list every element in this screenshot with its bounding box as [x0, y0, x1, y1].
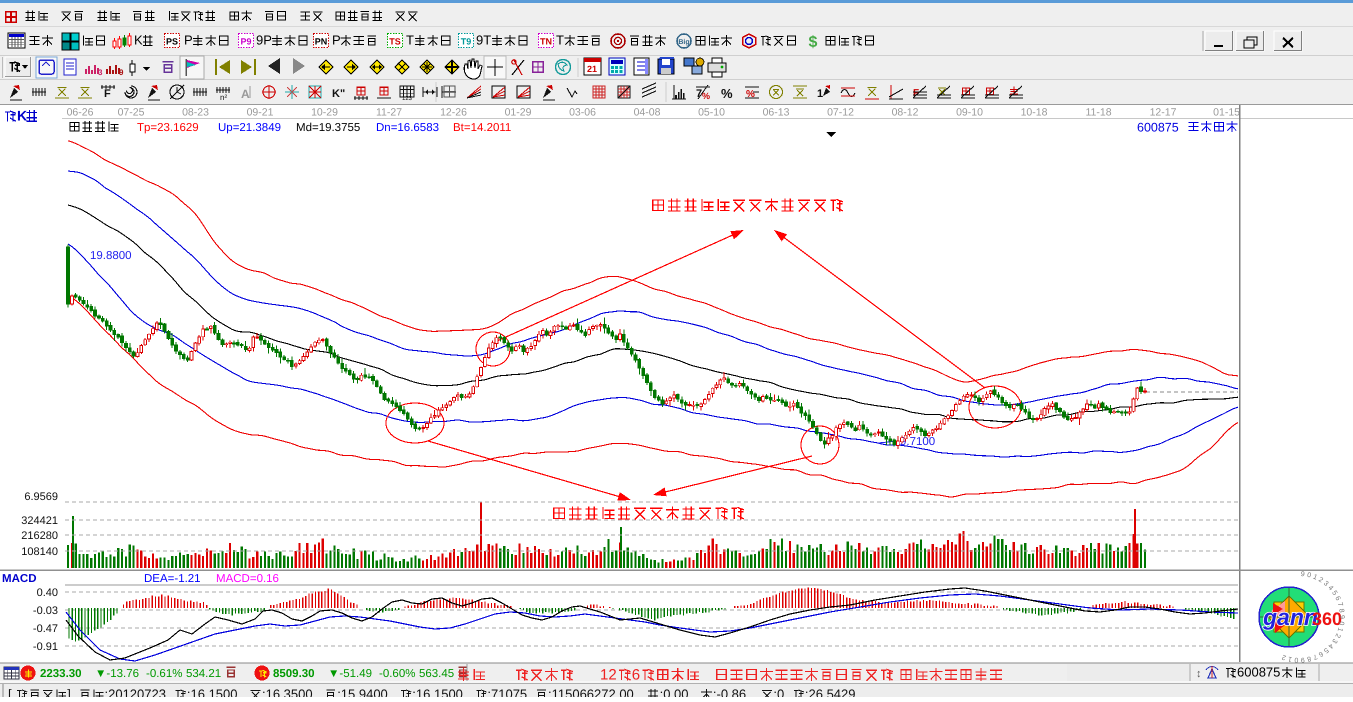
svg-text:06-26: 06-26	[67, 107, 94, 119]
svg-text::16.1500: :16.1500	[412, 687, 463, 697]
svg-text:9: 9	[1300, 571, 1305, 578]
svg-text:06-13: 06-13	[763, 107, 790, 119]
svg-text:MACD=0.16: MACD=0.16	[216, 573, 279, 585]
svg-text::71075: :71075	[487, 687, 527, 697]
svg-text:05-10: 05-10	[698, 107, 725, 119]
svg-text:3: 3	[98, 68, 103, 77]
svg-text:T: T	[556, 33, 564, 48]
svg-text:600875: 600875	[1237, 665, 1280, 680]
svg-text::15.9400: :15.9400	[337, 687, 388, 697]
svg-text:0: 0	[1294, 656, 1298, 663]
svg-text::115066272.00: :115066272.00	[548, 687, 634, 697]
svg-text:534.21: 534.21	[186, 668, 221, 680]
svg-text:Up=21.3849: Up=21.3849	[218, 122, 281, 134]
svg-text:9: 9	[119, 68, 124, 77]
svg-text:9: 9	[1300, 656, 1305, 663]
svg-text::16.1500: :16.1500	[187, 687, 238, 697]
svg-text:324421: 324421	[21, 515, 58, 527]
svg-text:Md=19.3755: Md=19.3755	[296, 122, 360, 134]
svg-text::20120723: :20120723	[105, 687, 166, 697]
svg-text:Tp=23.1629: Tp=23.1629	[137, 122, 199, 134]
svg-text:8509.30: 8509.30	[273, 668, 315, 680]
svg-text:04-08: 04-08	[634, 107, 661, 119]
svg-text:08-23: 08-23	[182, 107, 209, 119]
svg-text:T: T	[406, 33, 414, 48]
svg-text:$: $	[809, 34, 818, 51]
svg-text:9T: 9T	[476, 33, 491, 48]
svg-text:Big: Big	[678, 38, 689, 46]
svg-text::0: :0	[773, 687, 784, 697]
svg-text:1: 1	[817, 88, 823, 100]
svg-text:DEA=-1.21: DEA=-1.21	[144, 573, 201, 585]
svg-text:9: 9	[1338, 615, 1345, 619]
svg-text:▼-13.76: ▼-13.76	[95, 668, 139, 680]
svg-text:12-26: 12-26	[440, 107, 467, 119]
svg-text:01-29: 01-29	[505, 107, 532, 119]
svg-text:↕: ↕	[1196, 668, 1202, 680]
svg-text:6: 6	[632, 666, 640, 683]
svg-text::0.00: :0.00	[660, 687, 689, 697]
svg-text:Bt=14.2011: Bt=14.2011	[453, 122, 511, 134]
svg-text:-0.03: -0.03	[33, 605, 58, 617]
svg-text:K: K	[134, 33, 143, 48]
svg-text:07-12: 07-12	[827, 107, 854, 119]
svg-text:-0.91: -0.91	[33, 641, 58, 653]
svg-text:TN: TN	[540, 37, 552, 47]
svg-text:11-27: 11-27	[376, 107, 402, 119]
svg-text:MACD: MACD	[2, 573, 37, 585]
svg-text:10-29: 10-29	[311, 107, 338, 119]
svg-text:n²: n²	[220, 93, 227, 102]
svg-text:07-25: 07-25	[118, 107, 145, 119]
svg-text:6.9569: 6.9569	[24, 491, 58, 503]
svg-text:08-12: 08-12	[892, 107, 919, 119]
svg-text:PN: PN	[315, 37, 328, 47]
svg-text:563.45: 563.45	[419, 668, 454, 680]
svg-text:-0.47: -0.47	[33, 623, 58, 635]
svg-text:21: 21	[587, 64, 597, 74]
svg-text:-0.61%: -0.61%	[146, 668, 182, 680]
svg-text:]: ]	[67, 687, 71, 697]
svg-text:A: A	[241, 87, 250, 101]
svg-text:T9: T9	[461, 37, 472, 47]
svg-text:%: %	[721, 86, 733, 101]
svg-text:P: P	[332, 33, 341, 48]
svg-text:9P: 9P	[256, 33, 272, 48]
svg-text:F: F	[104, 88, 111, 100]
svg-text:09-21: 09-21	[247, 107, 274, 119]
svg-text:gann: gann	[1262, 604, 1318, 630]
svg-text:▼-51.49: ▼-51.49	[328, 668, 372, 680]
svg-text:K: K	[17, 108, 27, 124]
svg-text::16.3500: :16.3500	[262, 687, 313, 697]
svg-text:[: [	[8, 687, 12, 697]
svg-text:09-10: 09-10	[956, 107, 983, 119]
svg-text:19.8800: 19.8800	[90, 250, 132, 262]
svg-text:2233.30: 2233.30	[40, 668, 82, 680]
svg-text:10-18: 10-18	[1021, 107, 1048, 119]
svg-text:PS: PS	[166, 37, 178, 47]
svg-text:12: 12	[600, 666, 617, 683]
svg-text:01-15: 01-15	[1213, 107, 1240, 119]
svg-text::-0.86: :-0.86	[713, 687, 746, 697]
svg-text:TS: TS	[389, 37, 401, 47]
svg-text:0.40: 0.40	[37, 587, 58, 599]
svg-text:Dn=16.6583: Dn=16.6583	[376, 122, 439, 134]
svg-text:216280: 216280	[21, 530, 58, 542]
svg-text:12-17: 12-17	[1150, 107, 1177, 119]
svg-text:11-18: 11-18	[1085, 107, 1111, 119]
svg-text:K": K"	[332, 88, 345, 100]
svg-text:108140: 108140	[21, 546, 58, 558]
svg-text:P: P	[184, 33, 193, 48]
svg-text:123: 123	[402, 95, 413, 102]
svg-text:-0.60%: -0.60%	[379, 668, 415, 680]
svg-text:P9: P9	[240, 37, 251, 47]
svg-text:03-06: 03-06	[569, 107, 596, 119]
svg-text::26.5429: :26.5429	[805, 687, 856, 697]
svg-text:600875: 600875	[1137, 121, 1179, 135]
